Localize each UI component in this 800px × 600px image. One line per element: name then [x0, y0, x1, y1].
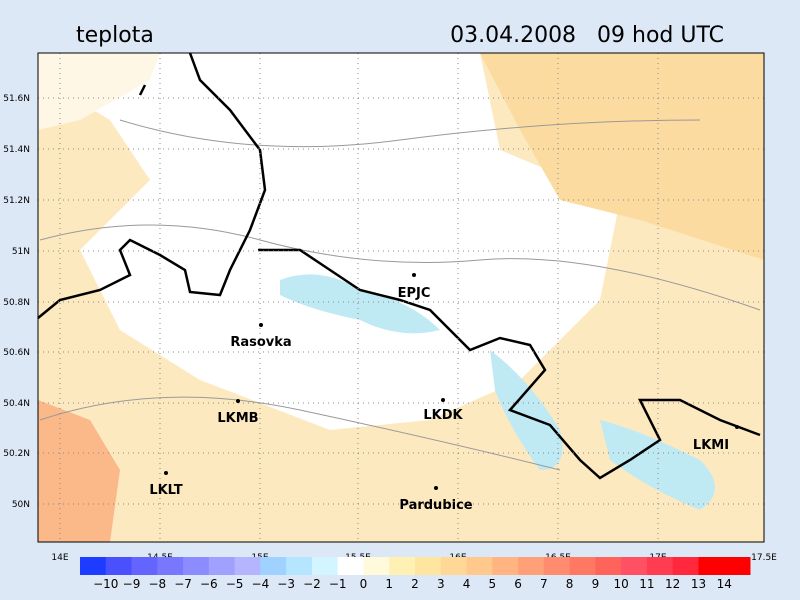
field-white — [38, 53, 160, 130]
title: teplota — [76, 23, 154, 48]
colorbar-label: −2 — [303, 577, 321, 591]
lat-label: 50.6N — [3, 348, 30, 358]
colorbar-box — [157, 557, 184, 575]
lat-label: 50.8N — [3, 298, 30, 308]
map-frame — [37, 52, 765, 543]
field-cold — [280, 274, 440, 334]
colorbar-label: 8 — [566, 577, 574, 591]
lon-label: 14E — [51, 553, 68, 563]
station-label: LKDK — [423, 408, 463, 423]
station-label: Rasovka — [230, 335, 291, 350]
field-warm — [480, 53, 764, 260]
colorbar-box — [466, 557, 493, 575]
colorbar-label: 4 — [463, 577, 471, 591]
colorbar-label: 1 — [385, 577, 393, 591]
station-label: EPJC — [398, 286, 431, 301]
colorbar-box — [543, 557, 571, 575]
colorbar-box — [724, 557, 751, 575]
colorbar-box — [105, 557, 133, 575]
colorbar-box — [518, 557, 545, 575]
colorbar-box — [208, 557, 236, 575]
colorbar-label: 5 — [488, 577, 496, 591]
colorbar-label: 11 — [639, 577, 654, 591]
lat-label: 51.2N — [3, 196, 30, 206]
field-warm — [38, 400, 120, 542]
colorbar-label: 2 — [411, 577, 419, 591]
lat-label: 51.4N — [3, 145, 30, 155]
colorbar-box — [234, 557, 261, 575]
station-dot — [441, 398, 445, 402]
lat-label: 50.2N — [3, 449, 30, 459]
colorbar-box — [415, 557, 442, 575]
station-label: LKMI — [693, 438, 729, 453]
colorbar-box — [131, 557, 158, 575]
map-field — [37, 52, 764, 542]
colorbar-label: 3 — [437, 577, 445, 591]
colorbar-label: −5 — [226, 577, 244, 591]
colorbar-box — [646, 557, 674, 575]
colorbar-label: −1 — [329, 577, 347, 591]
station-dot — [259, 323, 263, 327]
station-dot — [735, 425, 739, 429]
station-dot — [412, 273, 416, 277]
colorbar-box — [492, 557, 519, 575]
colorbar-box — [260, 557, 287, 575]
lat-label: 51N — [12, 247, 30, 257]
colorbar-box — [621, 557, 648, 575]
colorbar-label: 14 — [717, 577, 732, 591]
colorbar-label: −7 — [174, 577, 192, 591]
colorbar-box — [286, 557, 313, 575]
colorbar-label: −3 — [277, 577, 295, 591]
field-white — [38, 53, 620, 430]
colorbar-label: 9 — [592, 577, 600, 591]
contour — [39, 119, 761, 471]
colorbar-label: −8 — [148, 577, 166, 591]
datetime: 03.04.2008 09 hod UTC — [450, 23, 724, 48]
colorbar-box — [337, 557, 364, 575]
station-label: LKMB — [217, 411, 258, 426]
colorbar-box — [595, 557, 622, 575]
colorbar-label: −4 — [252, 577, 270, 591]
colorbar-label: 13 — [691, 577, 706, 591]
lat-label: 51.6N — [3, 94, 30, 104]
colorbar-box — [698, 557, 725, 575]
lat-label: 50N — [12, 500, 30, 510]
colorbar-label: 6 — [514, 577, 522, 591]
border — [138, 84, 147, 96]
field-cold — [490, 350, 563, 470]
colorbar-label: 10 — [614, 577, 629, 591]
colorbar-box — [183, 557, 210, 575]
border — [37, 52, 761, 480]
station-dot — [164, 471, 168, 475]
station-dot — [236, 399, 240, 403]
lat-label: 50.4N — [3, 399, 30, 409]
colorbar-box — [80, 557, 107, 575]
colorbar-box — [311, 557, 339, 575]
colorbar-box — [569, 557, 596, 575]
colorbar-label: 12 — [665, 577, 680, 591]
colorbar-box — [389, 557, 416, 575]
colorbar-label: 0 — [360, 577, 368, 591]
colorbar-label: −6 — [200, 577, 218, 591]
colorbar-label: 7 — [540, 577, 548, 591]
colorbar-box — [672, 557, 699, 575]
station-label: LKLT — [149, 483, 182, 498]
lon-label: 17.5E — [751, 553, 777, 563]
colorbar-box — [363, 557, 390, 575]
station-label: Pardubice — [399, 498, 472, 513]
colorbar-label: −10 — [93, 577, 118, 591]
colorbar-label: −9 — [123, 577, 141, 591]
station-dot — [434, 486, 438, 490]
grid — [38, 53, 764, 542]
colorbar-box — [440, 557, 468, 575]
field-cold — [600, 420, 715, 510]
